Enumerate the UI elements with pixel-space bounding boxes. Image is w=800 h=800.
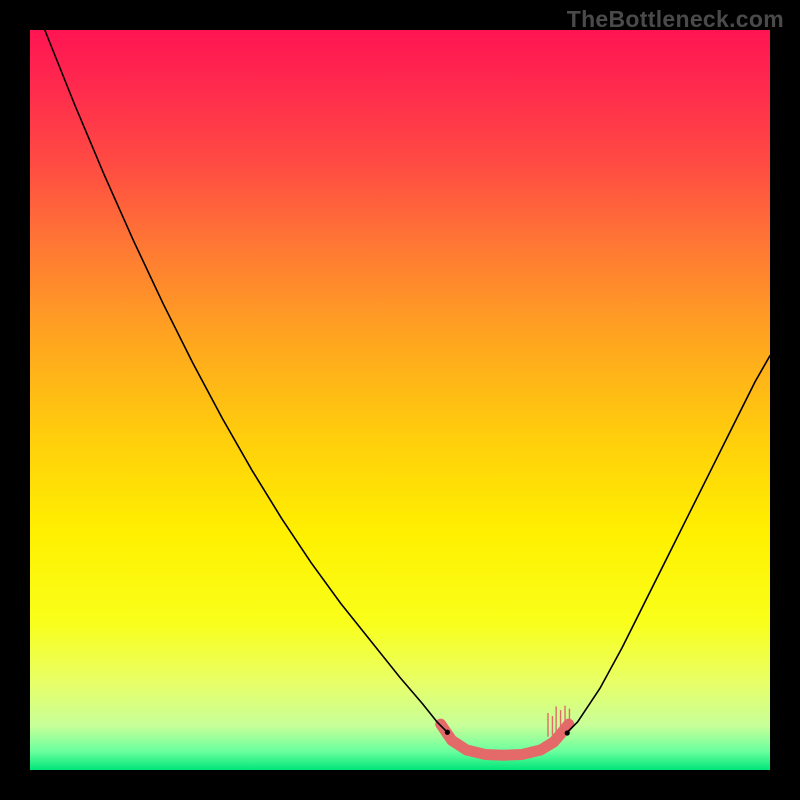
curve-end-dot: [445, 730, 450, 735]
plot-gradient: [30, 30, 770, 770]
curve-end-dot: [565, 730, 570, 735]
bottleneck-chart: [0, 0, 800, 800]
chart-container: TheBottleneck.com: [0, 0, 800, 800]
watermark-label: TheBottleneck.com: [567, 6, 784, 33]
